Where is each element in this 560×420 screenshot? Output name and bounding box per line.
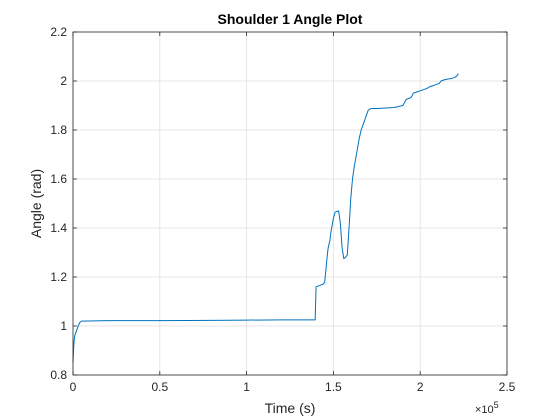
x-tick-label: 0 (70, 380, 77, 394)
x-tick-label: 0.5 (151, 380, 168, 394)
x-exponent-power: 5 (494, 400, 499, 410)
x-axis-label: Time (s) (265, 400, 316, 416)
y-tick-label: 1.4 (50, 221, 67, 235)
ticks: 0 0.5 1 1.5 2 2.5 0.8 1 1.2 1.4 1.6 1.8 2 2.2 (50, 25, 515, 394)
x-exponent-label: ×105 (475, 400, 499, 416)
y-axis-label: Angle (rad) (28, 169, 44, 238)
y-tick-label: 1.6 (50, 172, 67, 186)
y-tick-label: 1 (60, 319, 67, 333)
angle-series-line (72, 73, 459, 363)
x-tick-label: 2 (417, 380, 424, 394)
chart-title: Shoulder 1 Angle Plot (218, 11, 363, 27)
y-tick-label: 1.8 (50, 123, 67, 137)
y-tick-label: 2.2 (50, 25, 67, 39)
y-tick-label: 1.2 (50, 270, 67, 284)
y-tick-label: 2 (60, 74, 67, 88)
x-tick-label: 2.5 (499, 380, 516, 394)
axes-background (73, 32, 507, 375)
x-exponent-base: ×10 (475, 404, 494, 416)
x-tick-label: 1.5 (325, 380, 342, 394)
axes-box (72, 31, 508, 376)
data-layer (72, 73, 459, 363)
x-tick-label: 1 (243, 380, 250, 394)
y-tick-label: 0.8 (50, 368, 67, 382)
